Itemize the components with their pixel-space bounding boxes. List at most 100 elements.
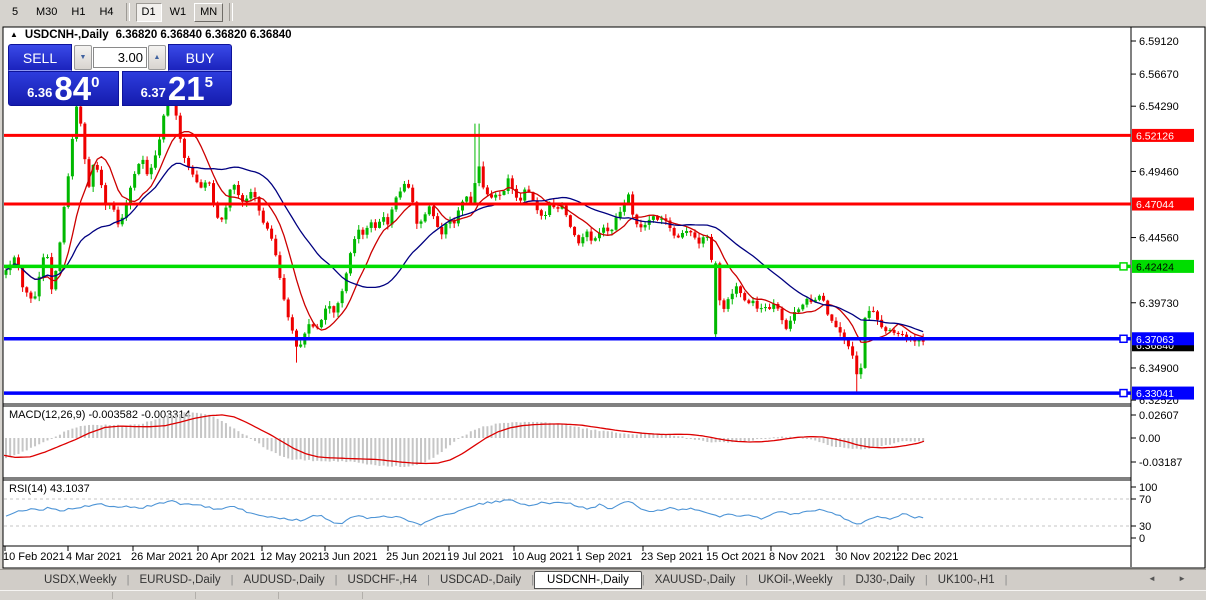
tab-audusd-daily[interactable]: AUDUSD-,Daily bbox=[243, 574, 325, 586]
sell-button[interactable]: SELL bbox=[8, 44, 72, 71]
macd-histogram-bar bbox=[710, 438, 713, 443]
tab-eurusd-daily[interactable]: EURUSD-,Daily bbox=[139, 574, 221, 586]
candle-body bbox=[70, 138, 74, 177]
candle-body bbox=[481, 166, 485, 188]
candle-body bbox=[639, 224, 643, 228]
timeframe-button-mn[interactable]: MN bbox=[194, 2, 224, 22]
macd-histogram-bar bbox=[112, 425, 115, 438]
hline-handle[interactable] bbox=[1119, 334, 1128, 344]
hline-handle[interactable] bbox=[1119, 388, 1128, 398]
hline-price-text: 6.33041 bbox=[1136, 388, 1174, 400]
tab-uk100-h1[interactable]: UK100-,H1 bbox=[937, 574, 995, 586]
candle-body bbox=[822, 295, 826, 301]
buy-button[interactable]: BUY bbox=[168, 44, 232, 71]
candle-body bbox=[581, 237, 585, 244]
candle-body bbox=[846, 339, 850, 347]
macd-histogram-bar bbox=[337, 438, 339, 462]
sell-price-display[interactable]: 6.36 84 0 bbox=[8, 71, 119, 106]
timeframe-button-w1[interactable]: W1 bbox=[169, 6, 187, 18]
toolbar-separator bbox=[229, 3, 234, 21]
price-tick-label: 6.59120 bbox=[1139, 36, 1179, 48]
macd-histogram-bar bbox=[494, 423, 497, 438]
volume-input[interactable] bbox=[93, 47, 147, 68]
macd-histogram-bar bbox=[403, 438, 406, 467]
hline-handle[interactable] bbox=[1119, 262, 1128, 271]
candle-body bbox=[510, 178, 514, 189]
macd-histogram-bar bbox=[229, 426, 232, 438]
candle-body bbox=[332, 306, 336, 313]
candle-body bbox=[676, 235, 680, 238]
macd-histogram-bar bbox=[270, 438, 273, 452]
macd-histogram-bar bbox=[444, 438, 447, 449]
candle-body bbox=[905, 334, 909, 339]
macd-histogram-bar bbox=[191, 412, 194, 438]
macd-histogram-bar bbox=[569, 425, 572, 438]
candle-body bbox=[344, 273, 348, 292]
status-divider bbox=[278, 592, 279, 599]
candle-body bbox=[274, 238, 278, 256]
candle-body bbox=[166, 100, 170, 116]
macd-histogram-bar bbox=[320, 438, 323, 462]
candle-body bbox=[743, 293, 747, 301]
rsi-tick-label: 100 bbox=[1139, 482, 1157, 494]
timeframe-button-5[interactable]: 5 bbox=[11, 6, 19, 18]
rsi-tick-label: 30 bbox=[1139, 521, 1151, 533]
macd-histogram-bar bbox=[341, 438, 344, 462]
macd-histogram-bar bbox=[307, 438, 310, 460]
collapse-chart-icon[interactable]: ▲ bbox=[10, 30, 18, 39]
macd-histogram-bar bbox=[527, 422, 530, 438]
macd-histogram-bar bbox=[519, 422, 522, 438]
tab-usdx-weekly[interactable]: USDX,Weekly bbox=[44, 574, 117, 586]
timeframe-button-d1[interactable]: D1 bbox=[135, 2, 162, 22]
macd-histogram-bar bbox=[58, 434, 61, 438]
macd-histogram-bar bbox=[428, 438, 431, 460]
candle-body bbox=[324, 308, 328, 320]
candle-body bbox=[145, 159, 149, 175]
ma-slow-line[interactable] bbox=[5, 162, 924, 333]
tab-ukoil-weekly[interactable]: UKOil-,Weekly bbox=[758, 574, 833, 586]
macd-histogram-bar bbox=[884, 438, 887, 446]
candle-body bbox=[265, 222, 269, 229]
buy-price-display[interactable]: 6.37 21 5 bbox=[121, 71, 232, 106]
date-tick-label: 10 Feb 2021 bbox=[3, 551, 65, 563]
macd-histogram-bar bbox=[606, 431, 609, 438]
candle-body bbox=[25, 287, 29, 293]
candle-body bbox=[319, 319, 323, 328]
candle-body bbox=[664, 218, 668, 221]
timeframe-button-m30[interactable]: M30 bbox=[36, 6, 58, 18]
candle-body bbox=[282, 277, 286, 300]
macd-histogram-bar bbox=[212, 416, 215, 438]
macd-histogram-bar bbox=[21, 438, 24, 452]
timeframe-button-h1[interactable]: H1 bbox=[71, 6, 86, 18]
chart-tab-bar: USDX,Weekly | EURUSD-,Daily | AUDUSD-,Daily |… bbox=[0, 569, 1206, 590]
macd-histogram-bar bbox=[698, 438, 701, 440]
macd-histogram-bar bbox=[598, 431, 601, 438]
candle-body bbox=[79, 106, 83, 124]
candle-body bbox=[888, 330, 892, 332]
volume-increase-icon[interactable]: ▲ bbox=[148, 45, 166, 70]
macd-histogram-bar bbox=[818, 438, 821, 443]
tab-usdcad-daily[interactable]: USDCAD-,Daily bbox=[440, 574, 522, 586]
tab-usdcnh-daily[interactable]: USDCNH-,Daily bbox=[534, 571, 642, 589]
macd-histogram-bar bbox=[395, 438, 398, 466]
volume-decrease-icon[interactable]: ▼ bbox=[74, 45, 92, 70]
candle-body bbox=[880, 319, 884, 328]
macd-histogram-bar bbox=[283, 438, 286, 457]
macd-histogram-bar bbox=[220, 420, 223, 438]
tab-xauusd-daily[interactable]: XAUUSD-,Daily bbox=[654, 574, 736, 586]
macd-histogram-bar bbox=[415, 438, 418, 465]
macd-histogram-bar bbox=[639, 433, 642, 438]
candle-body bbox=[104, 185, 108, 206]
candle-body bbox=[622, 202, 626, 212]
macd-histogram-bar bbox=[287, 438, 290, 459]
macd-histogram-bar bbox=[25, 438, 28, 451]
tab-scroll-arrows[interactable]: ◄ ► bbox=[1147, 574, 1196, 583]
timeframe-button-h4[interactable]: H4 bbox=[99, 6, 114, 18]
macd-histogram-bar bbox=[370, 438, 373, 465]
candle-body bbox=[593, 238, 597, 241]
ma-fast-line[interactable] bbox=[5, 130, 924, 344]
tab-dj30-daily[interactable]: DJ30-,Daily bbox=[855, 574, 915, 586]
tab-usdchf-h4[interactable]: USDCHF-,H4 bbox=[347, 574, 418, 586]
date-tick-label: 8 Nov 2021 bbox=[769, 551, 825, 563]
